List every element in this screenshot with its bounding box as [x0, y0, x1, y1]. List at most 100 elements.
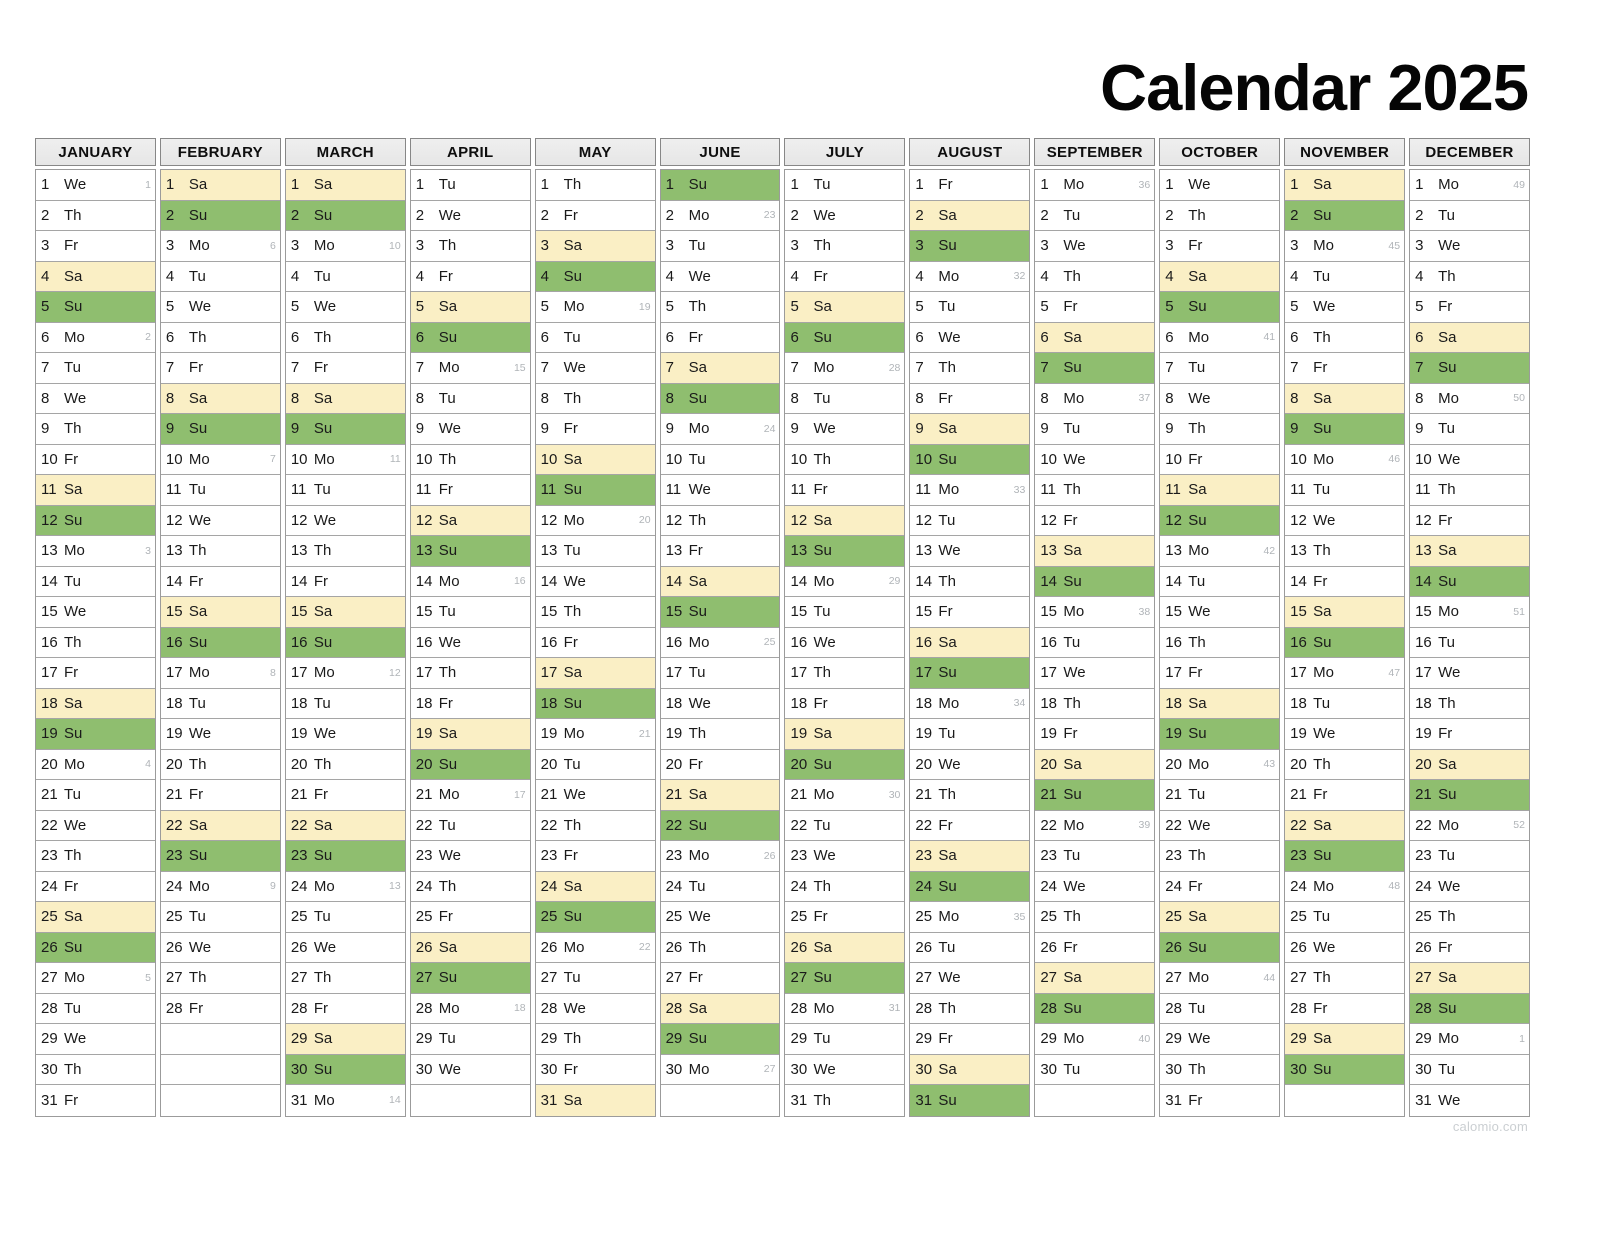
weekday-label: Su — [1188, 938, 1207, 956]
weekday-label: Sa — [1063, 328, 1082, 346]
week-number: 31 — [888, 1002, 901, 1015]
empty-cell — [410, 1085, 530, 1116]
day-cell: 1 Sa — [1285, 170, 1405, 201]
day-cell: 16 Mo 25 — [660, 627, 780, 658]
day-cell: 4 Tu — [1285, 261, 1405, 292]
day-number: 6 — [1415, 328, 1424, 346]
day-cell: 4 Fr — [785, 261, 905, 292]
day-cell: 21 Mo 17 — [410, 780, 530, 811]
month-body: 1 We 1 2 Th 3 Fr 4 Sa 5 Su 6 Mo 2 7 Tu 8 We 9 Th 10 Fr 11 Sa 12 S… — [35, 169, 156, 1117]
week-number: 22 — [638, 941, 651, 954]
day-cell: 28 We — [535, 993, 655, 1024]
day-cell: 4 Su — [535, 261, 655, 292]
day-number: 14 — [290, 572, 308, 590]
day-number: 2 — [1415, 206, 1424, 224]
weekday-label: We — [64, 389, 87, 407]
day-number: 23 — [290, 847, 308, 865]
day-cell: 29 Sa — [1285, 1024, 1405, 1055]
day-cell: 23 Th — [1160, 841, 1280, 872]
weekday-label: Mo — [1063, 603, 1085, 621]
weekday-label: We — [188, 725, 212, 743]
day-cell: 17 We — [1410, 658, 1529, 689]
day-number: 28 — [41, 999, 58, 1017]
weekday-label: Su — [313, 1060, 333, 1078]
day-cell: 21 Mo 30 — [785, 780, 905, 811]
day-number: 17 — [540, 664, 558, 682]
day-number: 8 — [165, 389, 175, 407]
day-cell: 3 Mo 6 — [160, 231, 280, 262]
weekday-label: Su — [313, 420, 333, 438]
day-cell: 3 Mo 10 — [285, 231, 405, 262]
day-number: 25 — [665, 908, 683, 926]
weekday-label: Tu — [1313, 908, 1331, 926]
day-cell: 8 Sa — [1285, 383, 1405, 414]
weekday-label: Sa — [1188, 481, 1207, 499]
day-cell: 10 Mo 11 — [285, 444, 405, 475]
day-number: 14 — [915, 572, 933, 590]
weekday-label: Th — [438, 877, 457, 895]
day-number: 18 — [665, 694, 683, 712]
weekday-label: Sa — [813, 938, 832, 956]
day-cell: 3 Th — [410, 231, 530, 262]
day-cell: 12 We — [285, 505, 405, 536]
day-cell: 27 Sa — [1035, 963, 1155, 994]
day-cell: 4 Tu — [285, 261, 405, 292]
weekday-label: Tu — [1063, 1060, 1081, 1078]
month-header: JULY — [784, 138, 906, 166]
weekday-label: Sa — [1313, 389, 1332, 407]
day-number: 3 — [290, 237, 300, 255]
day-cell: 13 Th — [160, 536, 280, 567]
day-number: 8 — [1290, 389, 1299, 407]
day-cell: 14 Tu — [1160, 566, 1280, 597]
watermark-link[interactable]: calomio.com — [1452, 1119, 1528, 1134]
weekday-label: Mo — [688, 847, 710, 865]
day-cell: 3 Fr — [1160, 231, 1280, 262]
day-number: 1 — [290, 176, 300, 194]
day-number: 26 — [1040, 938, 1058, 956]
day-cell: 2 Su — [160, 200, 280, 231]
day-number: 14 — [1290, 572, 1307, 590]
day-number: 24 — [165, 877, 183, 895]
weekday-label: Th — [563, 389, 582, 407]
month-body: 1 Mo 49 2 Tu 3 We 4 Th 5 Fr 6 Sa 7 Su 8 Mo 50 9 Tu 10 We 11 Th 1… — [1409, 169, 1530, 1117]
day-cell: 30 Mo 27 — [660, 1054, 780, 1085]
day-number: 19 — [1165, 725, 1182, 743]
day-cell: 21 Tu — [36, 780, 155, 811]
day-cell: 3 Fr — [36, 231, 155, 262]
day-number: 21 — [790, 786, 808, 804]
day-number: 8 — [1040, 389, 1049, 407]
day-number: 5 — [1415, 298, 1424, 316]
day-cell: 7 Sa — [660, 353, 780, 384]
day-cell: 7 Tu — [36, 353, 155, 384]
day-number: 2 — [915, 206, 924, 224]
day-number: 7 — [540, 359, 549, 377]
day-number: 23 — [665, 847, 683, 865]
day-number: 29 — [915, 1030, 933, 1048]
day-cell: 11 Tu — [160, 475, 280, 506]
day-cell: 16 We — [785, 627, 905, 658]
weekday-label: Su — [1438, 359, 1457, 377]
day-number: 14 — [41, 572, 58, 590]
day-number: 21 — [165, 786, 183, 804]
day-cell: 22 Mo 52 — [1410, 810, 1529, 841]
day-number: 5 — [1040, 298, 1049, 316]
weekday-label: Su — [938, 450, 957, 468]
week-number: 40 — [1138, 1032, 1151, 1045]
week-number: 19 — [638, 300, 651, 313]
weekday-label: Th — [438, 237, 457, 255]
day-number: 13 — [1165, 542, 1182, 560]
day-cell: 12 Mo 20 — [535, 505, 655, 536]
weekday-label: Tu — [313, 267, 331, 285]
weekday-label: Fr — [1313, 999, 1328, 1017]
day-number: 1 — [415, 176, 425, 194]
day-number: 10 — [1290, 450, 1307, 468]
week-number: 8 — [269, 666, 276, 679]
weekday-label: Th — [438, 450, 457, 468]
day-number: 5 — [290, 298, 300, 316]
week-number: 1 — [1519, 1032, 1525, 1045]
weekday-label: Mo — [688, 633, 710, 651]
day-number: 29 — [540, 1030, 558, 1048]
weekday-label: We — [1188, 1030, 1211, 1048]
day-number: 2 — [415, 206, 425, 224]
day-number: 20 — [665, 755, 683, 773]
